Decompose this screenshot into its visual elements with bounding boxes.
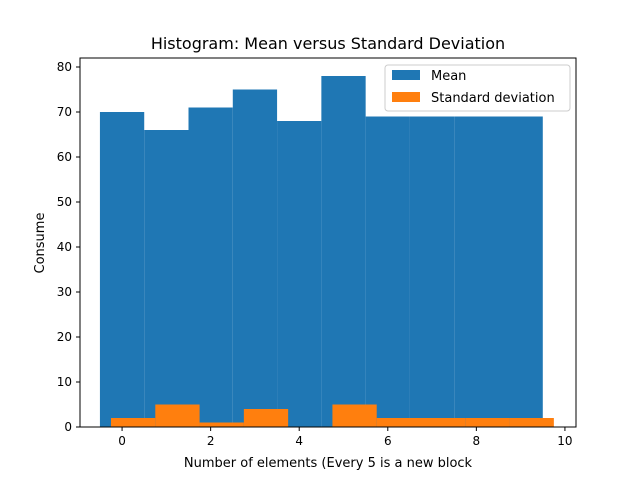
bar-standard-deviation-2 bbox=[199, 422, 244, 427]
plot-frame bbox=[79, 57, 577, 428]
bar-standard-deviation-0 bbox=[111, 418, 156, 427]
y-axis-label: Consume bbox=[33, 213, 48, 274]
bar-standard-deviation-7 bbox=[421, 418, 466, 427]
y-tick-label-10: 10 bbox=[57, 375, 72, 389]
x-tick-label-8: 8 bbox=[473, 434, 481, 448]
x-tick-label-4: 4 bbox=[295, 434, 303, 448]
bar-mean-9 bbox=[498, 116, 543, 427]
bar-standard-deviation-9 bbox=[509, 418, 554, 427]
y-tick-label-80: 80 bbox=[57, 60, 72, 74]
bar-mean-2 bbox=[188, 107, 233, 427]
legend-box bbox=[384, 64, 571, 112]
legend-label-mean: Mean bbox=[431, 69, 466, 84]
y-tick-label-20: 20 bbox=[57, 330, 72, 344]
bar-mean-5 bbox=[321, 76, 366, 427]
y-tick-label-70: 70 bbox=[57, 105, 72, 119]
legend-swatch-standard-deviation bbox=[392, 92, 420, 102]
chart-title: Histogram: Mean versus Standard Deviatio… bbox=[151, 34, 505, 53]
y-tick-label-0: 0 bbox=[64, 420, 72, 434]
y-tick-label-40: 40 bbox=[57, 240, 72, 254]
y-tick-label-50: 50 bbox=[57, 195, 72, 209]
bar-mean-0 bbox=[99, 112, 145, 427]
x-tick-label-6: 6 bbox=[384, 434, 392, 448]
x-axis-ticks: 0 2 4 6 8 10 bbox=[118, 427, 573, 448]
bar-mean-7 bbox=[409, 116, 455, 427]
legend: Mean Standard deviation bbox=[384, 64, 571, 112]
x-tick-label-0: 0 bbox=[118, 434, 126, 448]
y-axis-ticks: 0 10 20 30 40 50 60 70 80 bbox=[57, 60, 80, 434]
bar-standard-deviation-6 bbox=[376, 418, 421, 427]
x-tick-label-10: 10 bbox=[557, 434, 572, 448]
bar-standard-deviation-1 bbox=[155, 404, 200, 427]
x-axis-label: Number of elements (Every 5 is a new blo… bbox=[184, 456, 473, 471]
bar-mean-8 bbox=[454, 116, 499, 427]
legend-label-standard-deviation: Standard deviation bbox=[431, 91, 555, 106]
bar-mean-3 bbox=[232, 89, 278, 427]
bar-standard-deviation-3 bbox=[243, 409, 289, 427]
bar-mean-6 bbox=[365, 116, 410, 427]
y-tick-label-60: 60 bbox=[57, 150, 72, 164]
bar-mean-1 bbox=[144, 130, 189, 427]
bar-mean-4 bbox=[277, 121, 322, 427]
bars-layer bbox=[99, 76, 554, 427]
bar-standard-deviation-8 bbox=[465, 418, 510, 427]
x-tick-label-2: 2 bbox=[207, 434, 215, 448]
bar-standard-deviation-5 bbox=[332, 404, 377, 427]
y-tick-label-30: 30 bbox=[57, 285, 72, 299]
legend-swatch-mean bbox=[392, 70, 420, 80]
